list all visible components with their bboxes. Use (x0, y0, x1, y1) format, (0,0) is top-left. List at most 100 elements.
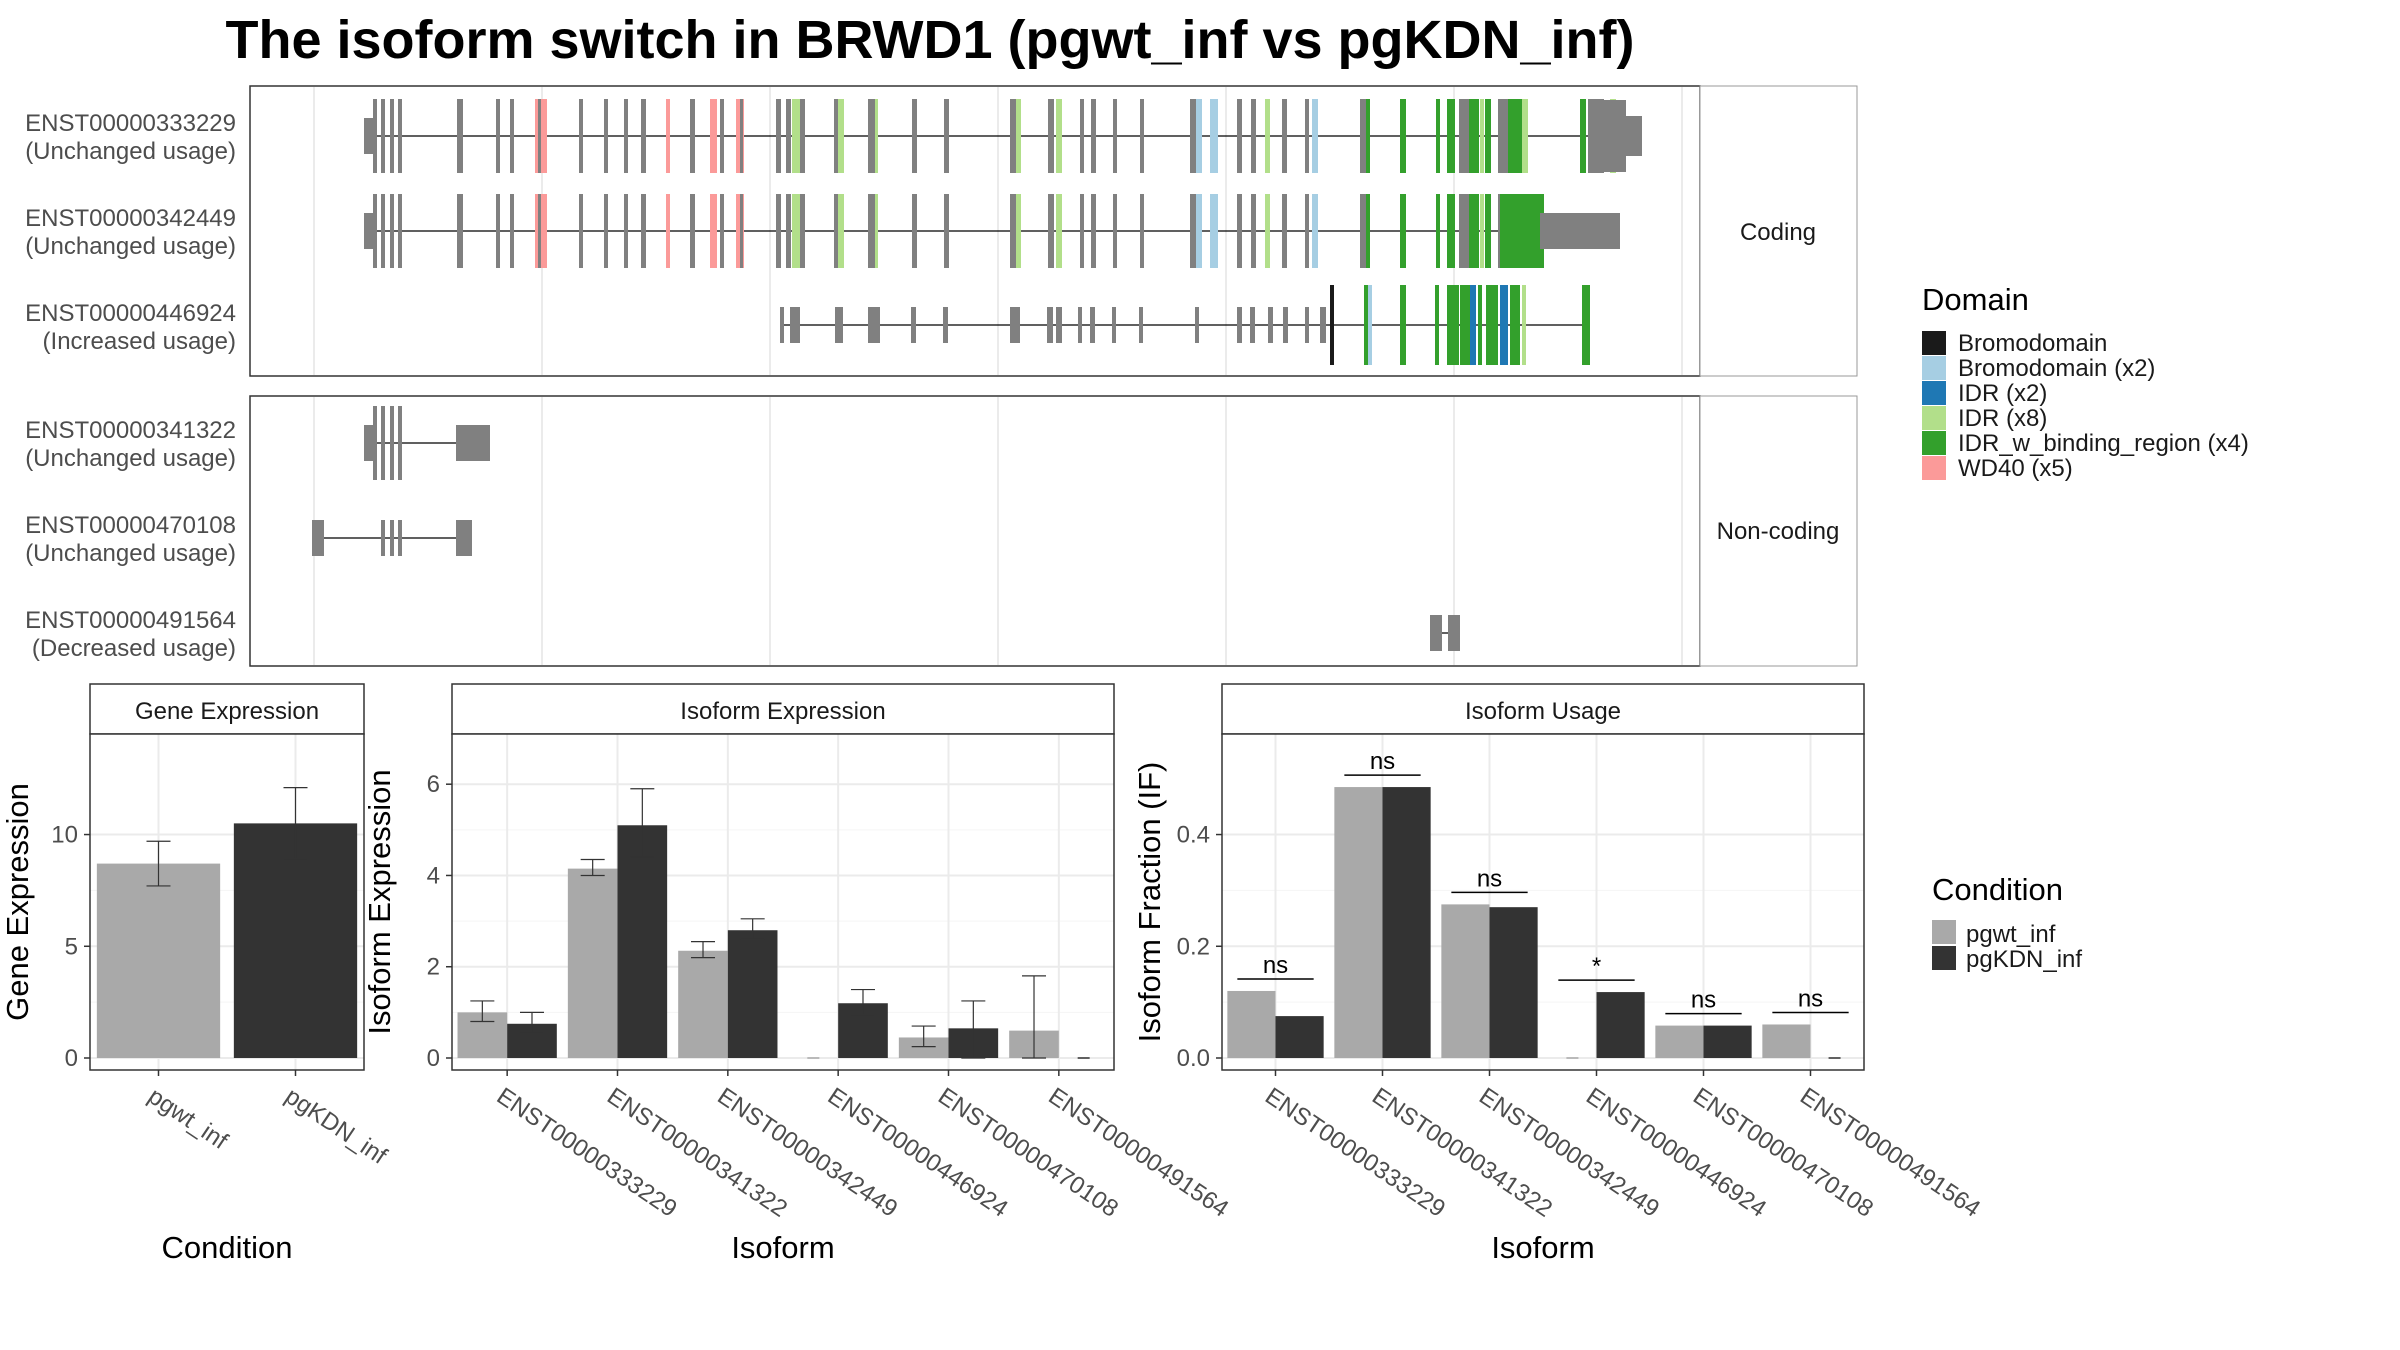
domain-exon (1485, 99, 1491, 173)
panel-strip-title: Gene Expression (135, 698, 319, 725)
domain-exon (710, 99, 717, 173)
bar (1382, 787, 1431, 1058)
exon (1251, 194, 1256, 268)
exon (776, 99, 781, 173)
exon (1195, 307, 1199, 343)
y-tick-label: 0.4 (1177, 822, 1210, 849)
domain-exon (1056, 99, 1062, 173)
isoform-label-id: ENST00000342449 (25, 205, 236, 232)
exon (1305, 99, 1309, 173)
exon (398, 520, 402, 556)
bar (1334, 787, 1383, 1058)
exon (373, 99, 377, 173)
legend-label-pgwt: pgwt_inf (1966, 921, 2056, 948)
bar (727, 930, 778, 1058)
domain-exon (666, 99, 670, 173)
bar (567, 868, 618, 1058)
domain-exon (792, 194, 800, 268)
bar (898, 1037, 949, 1058)
exon (496, 99, 500, 173)
exon (312, 520, 324, 556)
y-tick-label: 5 (65, 933, 78, 960)
x-axis-title: Condition (162, 1230, 293, 1265)
exon (720, 99, 724, 173)
panel-border (451, 733, 1115, 1071)
exon (398, 99, 402, 173)
exon (510, 194, 514, 268)
exon (1090, 307, 1095, 343)
domain-exon (543, 99, 546, 173)
domain-exon (666, 194, 670, 268)
isoform-label-id: ENST00000446924 (25, 300, 236, 327)
domain-exon (838, 99, 844, 173)
exon (944, 194, 949, 268)
exon (1048, 194, 1054, 268)
x-axis-title: Isoform (1491, 1230, 1594, 1265)
domain-exon (1196, 99, 1202, 173)
bar (1703, 1025, 1752, 1058)
exon (1283, 307, 1288, 343)
exon (364, 425, 374, 461)
y-tick-label: 0 (65, 1045, 78, 1072)
exon (1139, 307, 1143, 343)
domain-exon (1500, 285, 1508, 365)
domain-exon (1265, 194, 1270, 268)
exon (1140, 99, 1144, 173)
domain-exon (838, 194, 844, 268)
exon (1091, 99, 1096, 173)
exon (1091, 194, 1096, 268)
domain-exon (875, 99, 878, 173)
domain-exon (1580, 99, 1586, 173)
exon (390, 520, 394, 556)
isoform-label-id: ENST00000491564 (25, 607, 236, 634)
significance-label: ns (1691, 987, 1716, 1014)
bar (678, 950, 728, 1058)
domain-legend-label: Bromodomain (x2) (1958, 355, 2155, 382)
isoform-row-labels: ENST00000333229 (Unchanged usage) ENST00… (25, 110, 236, 662)
domain-exon (1056, 194, 1062, 268)
domain-exon (1510, 285, 1520, 365)
bar (96, 863, 221, 1058)
significance-label: * (1592, 953, 1601, 980)
y-tick-label: 4 (427, 862, 440, 889)
y-tick-label: 0.2 (1177, 933, 1210, 960)
domain-exon (1582, 285, 1590, 365)
legend-key-pgwt (1932, 920, 1956, 944)
domain-exon (1210, 194, 1218, 268)
isoform-label-id: ENST00000470108 (25, 512, 236, 539)
exon (641, 99, 646, 173)
exon (690, 99, 695, 173)
y-axis-title: Isoform Fraction (IF) (1132, 762, 1167, 1043)
domain-exon (1366, 194, 1370, 268)
domain-exon (1016, 194, 1021, 268)
exon (944, 99, 949, 173)
exon (1430, 615, 1442, 651)
significance-label: ns (1370, 748, 1395, 775)
domain-legend-key (1922, 406, 1946, 430)
plot-area (1222, 734, 1864, 1070)
domain-legend-label: IDR_w_binding_region (x4) (1958, 430, 2249, 457)
domain-exon (1436, 99, 1440, 173)
exon (1360, 99, 1366, 173)
bar (1441, 904, 1490, 1058)
exon (868, 194, 878, 268)
exon (1282, 194, 1287, 268)
domain-exon (1330, 285, 1334, 365)
domain-legend-label: IDR (x2) (1958, 380, 2047, 407)
domain-exon (1196, 194, 1202, 268)
domain-exon (1480, 99, 1484, 173)
x-axis-title: Isoform (731, 1230, 834, 1265)
y-axis-title: Gene Expression (0, 783, 35, 1021)
structure-panel-coding: Coding (249, 85, 1858, 377)
exon (364, 118, 374, 154)
y-tick-label: 2 (427, 954, 440, 981)
domain-exon (1522, 99, 1528, 173)
y-tick-label: 0.0 (1177, 1045, 1210, 1072)
exon (624, 99, 628, 173)
exon (1078, 307, 1082, 343)
exon (1190, 194, 1200, 268)
domain-exon (1500, 194, 1544, 268)
noncoding-transcripts (312, 406, 1460, 651)
